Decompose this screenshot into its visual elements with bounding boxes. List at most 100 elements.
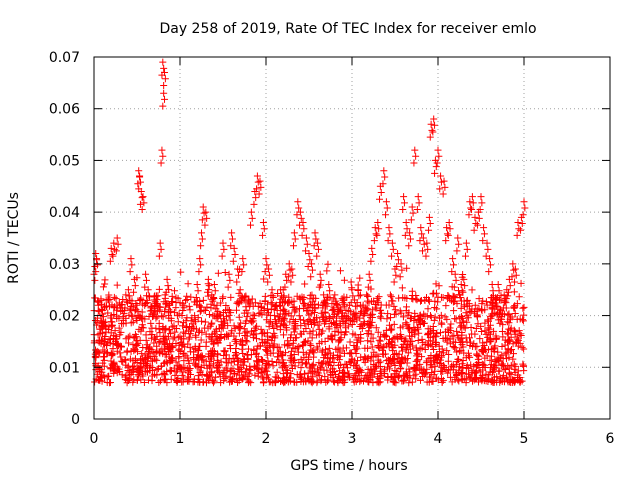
data-point [293, 344, 301, 352]
data-point [318, 338, 326, 346]
data-point [472, 324, 480, 332]
data-point [197, 242, 205, 250]
data-point [238, 345, 246, 353]
data-point [227, 376, 235, 384]
data-point [333, 300, 341, 308]
data-point [365, 270, 373, 278]
data-point [128, 311, 136, 319]
data-point [469, 199, 477, 207]
data-point [505, 369, 513, 377]
data-point [389, 377, 397, 385]
data-point [455, 377, 463, 385]
y-tick-label: 0.03 [49, 257, 80, 273]
data-point [374, 218, 382, 226]
data-point [116, 368, 124, 376]
data-point [404, 324, 412, 332]
data-point [187, 317, 195, 325]
data-point [196, 369, 204, 377]
data-point [259, 231, 267, 239]
data-point [265, 265, 273, 273]
data-point [118, 357, 126, 365]
data-point [418, 335, 426, 343]
data-point [196, 255, 204, 263]
data-point [129, 341, 137, 349]
data-point [481, 327, 489, 335]
data-point [354, 375, 362, 383]
data-point [199, 296, 207, 304]
data-point [298, 330, 306, 338]
data-point [492, 302, 500, 310]
data-point [381, 333, 389, 341]
data-point [370, 370, 378, 378]
data-point [242, 368, 250, 376]
y-tick-label: 0.06 [49, 102, 80, 118]
data-point [156, 329, 164, 337]
data-point [475, 295, 483, 303]
data-point [349, 330, 357, 338]
data-point [263, 371, 271, 379]
data-point [272, 377, 280, 385]
data-point [264, 305, 272, 313]
data-point [105, 296, 113, 304]
data-point [291, 362, 299, 370]
data-point [479, 237, 487, 245]
data-point [417, 224, 425, 232]
data-point [139, 193, 147, 201]
data-point [155, 325, 163, 333]
x-tick-label: 5 [520, 431, 529, 447]
data-point [396, 307, 404, 315]
data-point [194, 314, 202, 322]
data-point [265, 319, 273, 327]
data-point [202, 307, 210, 315]
data-point [429, 128, 437, 136]
data-point [294, 198, 302, 206]
data-point [172, 339, 180, 347]
data-point [274, 313, 282, 321]
data-point [258, 303, 266, 311]
data-point [372, 351, 380, 359]
data-point [213, 350, 221, 358]
data-point [510, 266, 518, 274]
data-point [355, 372, 363, 380]
data-point [308, 334, 316, 342]
data-point [387, 314, 395, 322]
data-point [487, 293, 495, 301]
data-point [189, 378, 197, 386]
data-point [214, 307, 222, 315]
data-point [288, 265, 296, 273]
data-point [309, 327, 317, 335]
data-point [166, 301, 174, 309]
data-point [319, 347, 327, 355]
data-point [280, 305, 288, 313]
data-point [500, 378, 508, 386]
data-point [278, 352, 286, 360]
data-point [136, 313, 144, 321]
data-point [346, 307, 354, 315]
data-point [249, 311, 257, 319]
data-point [470, 362, 478, 370]
data-point [445, 329, 453, 337]
data-point [481, 363, 489, 371]
data-point [174, 294, 182, 302]
data-point [437, 319, 445, 327]
data-point [175, 353, 183, 361]
data-point [509, 260, 517, 268]
data-point [223, 366, 231, 374]
data-point [401, 231, 409, 239]
data-point [479, 339, 487, 347]
y-tick-label: 0.01 [49, 360, 80, 376]
data-point [182, 296, 190, 304]
data-point [306, 364, 314, 372]
data-point [341, 319, 349, 327]
data-point [137, 356, 145, 364]
data-point [313, 371, 321, 379]
data-point [253, 335, 261, 343]
data-point [129, 357, 137, 365]
data-point [372, 324, 380, 332]
data-point [226, 316, 234, 324]
data-point [238, 375, 246, 383]
data-point [466, 341, 474, 349]
data-point [297, 322, 305, 330]
data-point [292, 334, 300, 342]
data-point [99, 306, 107, 314]
